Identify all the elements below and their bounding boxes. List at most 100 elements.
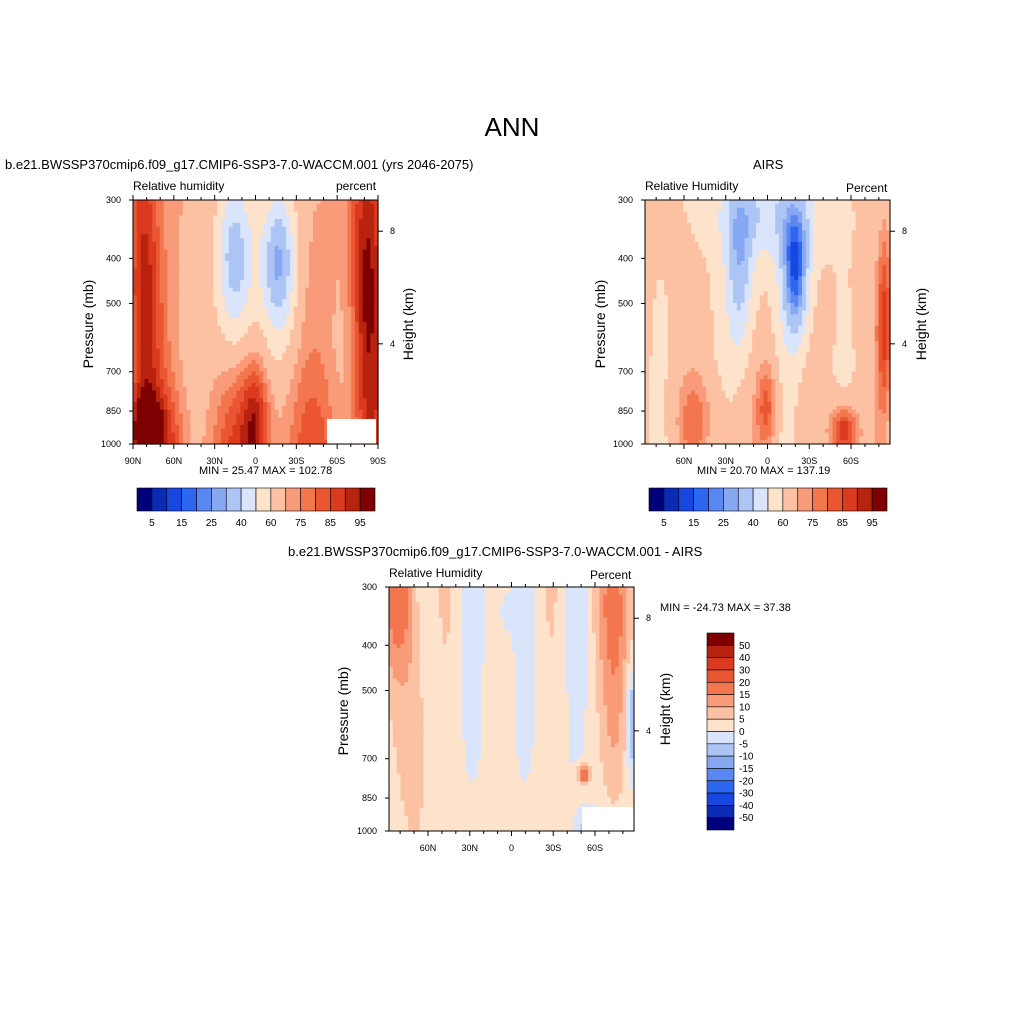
panel2-cell <box>756 200 761 205</box>
panel2-cell <box>706 222 711 228</box>
panel1-cell <box>217 409 222 415</box>
panel1-cell <box>339 352 345 357</box>
panel1-cell <box>286 291 291 296</box>
panel1-cell <box>148 261 153 266</box>
panel1-cell <box>186 226 192 232</box>
panel1-cell <box>163 363 169 369</box>
panel1-cell <box>213 325 218 331</box>
panel1-cell <box>171 337 176 342</box>
panel2-cell <box>694 211 700 216</box>
panel1-cell <box>198 356 203 361</box>
panel1-cell <box>140 249 146 254</box>
panel1-cell <box>293 352 299 357</box>
panel1-cell <box>217 230 222 235</box>
panel1-cell <box>286 314 291 319</box>
panel1-cell <box>247 249 253 254</box>
panel1-cell <box>351 363 356 369</box>
panel1-cell <box>247 241 253 247</box>
panel1-cell <box>201 344 207 350</box>
panel1-cell <box>312 333 318 338</box>
panel1-cell <box>297 310 303 315</box>
panel1-ytick-label: 850 <box>106 406 121 416</box>
panel1-cell <box>259 375 264 380</box>
panel2-cell <box>767 200 772 205</box>
panel1-cell <box>282 238 287 243</box>
panel1-cell <box>167 310 172 315</box>
panel1-cell <box>312 367 318 373</box>
panel1-cell <box>312 409 318 415</box>
panel2-cell <box>798 234 803 239</box>
panel2-cell <box>832 200 838 205</box>
panel1-cell <box>159 211 165 216</box>
panel1-cell <box>320 249 326 254</box>
panel1-cell <box>240 280 245 285</box>
panel1-cell <box>159 272 165 277</box>
panel1-cell <box>232 287 237 293</box>
panel2-cell <box>763 207 769 213</box>
panel1-cell <box>186 409 192 415</box>
panel1-cell <box>293 348 299 354</box>
panel1-cell <box>270 371 276 376</box>
panel1-cell <box>159 322 165 327</box>
panel1-cell <box>301 200 306 205</box>
panel1-cell <box>343 363 348 369</box>
panel2-cell <box>690 200 696 205</box>
panel1-cell <box>324 363 329 369</box>
panel2-cell <box>748 200 753 205</box>
panel1-cell <box>167 428 172 434</box>
panel1-cell <box>155 344 161 350</box>
panel1-cell <box>362 344 368 350</box>
panel1-cell <box>351 264 356 270</box>
panel2-cell <box>713 241 719 247</box>
panel1-cell <box>178 291 184 296</box>
panel1-cell <box>347 215 352 220</box>
panel1-cell <box>293 333 299 338</box>
panel1-cell <box>163 291 169 296</box>
panel2-cell <box>759 203 765 209</box>
panel1-cell <box>201 409 207 415</box>
panel1-cell <box>297 413 303 418</box>
panel1-cell <box>362 371 368 376</box>
panel1-cell <box>240 211 245 216</box>
panel2-cell <box>836 234 841 239</box>
panel1-cell <box>362 268 368 274</box>
panel1-cell <box>328 272 333 277</box>
panel1-cell <box>213 253 218 258</box>
panel1-cell <box>194 306 199 312</box>
panel1-cell <box>201 348 207 354</box>
panel1-cell <box>244 363 249 369</box>
panel1-cell <box>133 398 138 403</box>
panel1-cell <box>293 302 299 308</box>
panel2-cell <box>817 211 822 216</box>
panel2-cell <box>851 200 857 205</box>
panel1-cell <box>297 390 303 396</box>
panel1-cell <box>324 295 329 300</box>
panel1-cell <box>312 295 318 300</box>
panel1-cell <box>228 379 234 384</box>
panel1-cell <box>178 394 184 399</box>
panel1-cell <box>171 363 176 369</box>
panel2-cell <box>817 200 822 205</box>
panel1-cell <box>148 299 153 304</box>
panel1-cell <box>358 333 364 338</box>
panel2-cell <box>790 234 795 239</box>
panel1-cell <box>167 276 172 281</box>
panel1-cell <box>355 226 360 232</box>
panel1-cell <box>328 302 333 308</box>
panel2-cell <box>832 238 838 243</box>
panel2-cell <box>679 238 684 243</box>
panel1-cell <box>171 333 176 338</box>
panel1-cell <box>328 226 333 232</box>
panel2-cell <box>821 238 826 243</box>
panel1-cell <box>205 268 211 274</box>
panel1-cell <box>224 222 230 228</box>
panel1-cell <box>351 268 356 274</box>
panel1-cell <box>228 249 234 254</box>
panel2-cell <box>717 215 723 220</box>
panel1-cell <box>339 318 345 323</box>
panel1-cell <box>282 375 287 380</box>
panel1-cell <box>286 329 291 335</box>
panel1-cell <box>324 280 329 285</box>
panel1-cell <box>167 367 172 373</box>
panel1-cell <box>282 371 287 376</box>
